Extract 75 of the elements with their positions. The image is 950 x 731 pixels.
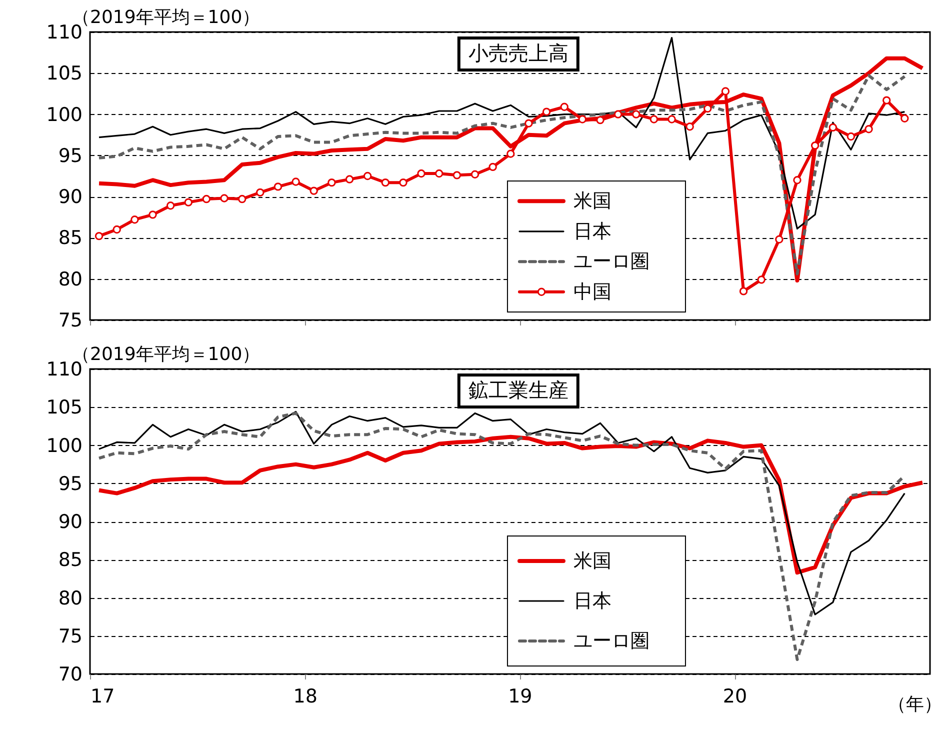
point: [94, 232, 104, 240]
point: [148, 210, 157, 219]
point: [632, 110, 640, 118]
text: 小売売上高: [468, 41, 568, 65]
legend-label: 米国: [573, 190, 612, 212]
y-tick-label: 80: [58, 268, 82, 290]
x-tick-label: 18: [293, 686, 318, 708]
point: [793, 176, 802, 184]
legend-label: ユーロ圏: [573, 630, 650, 652]
point: [112, 225, 121, 234]
text: 鉱工業生産: [468, 378, 568, 402]
y-tick-label: 100: [46, 434, 82, 457]
point: [399, 178, 408, 187]
point: [704, 104, 712, 113]
point: [274, 182, 282, 191]
point: [435, 169, 444, 178]
point: [166, 202, 175, 210]
y-tick-label: 100: [46, 104, 82, 126]
point: [739, 287, 748, 296]
y-tick-label: 95: [58, 472, 82, 495]
point: [184, 198, 192, 206]
point: [310, 186, 318, 195]
point: [828, 123, 837, 132]
point: [130, 216, 139, 224]
legend-label: ユーロ圏: [573, 250, 650, 273]
x-tick-label: 19: [508, 686, 532, 708]
y-tick-label: 85: [58, 549, 82, 572]
point: [596, 116, 604, 124]
point: [757, 276, 766, 284]
point: [345, 175, 354, 184]
y-tick-label: 105: [46, 62, 82, 85]
point: [614, 110, 622, 118]
point: [846, 132, 856, 141]
y-tick-label: 75: [58, 310, 82, 332]
point: [560, 102, 568, 111]
point: [328, 178, 336, 187]
point: [864, 125, 873, 134]
legend-label: 米国: [573, 550, 612, 572]
legend-label: 日本: [573, 590, 612, 612]
y-tick-label: 80: [58, 587, 82, 610]
y-tick-label: 85: [58, 227, 82, 250]
y-tick-label: 90: [58, 511, 82, 533]
point: [882, 96, 891, 104]
y-tick-label: 95: [58, 144, 82, 167]
x-tick-label: 20: [722, 686, 748, 708]
point: [488, 162, 497, 172]
y-tick-label: 70: [58, 664, 82, 686]
y-tick-label: 90: [58, 186, 82, 208]
point: [810, 141, 820, 150]
point: [650, 115, 658, 124]
point: [452, 171, 462, 180]
point: [202, 194, 211, 204]
point: [721, 87, 730, 96]
point: [470, 170, 480, 178]
point: [686, 122, 694, 131]
point: [292, 178, 300, 186]
x-axis-title: （年）: [888, 694, 942, 715]
point: [256, 188, 264, 197]
point: [668, 115, 676, 124]
y-tick-label: 105: [46, 396, 82, 419]
legend-label: 日本: [573, 220, 612, 242]
point: [381, 178, 390, 187]
point: [417, 169, 426, 178]
x-tick-label: 17: [90, 686, 115, 708]
point: [363, 172, 372, 180]
point: [542, 108, 551, 116]
point: [524, 119, 533, 128]
point: [220, 194, 228, 202]
point: [238, 194, 246, 204]
point: [506, 150, 515, 158]
point: [775, 235, 784, 244]
y-tick-label: 75: [58, 625, 82, 648]
legend-label: 中国: [573, 280, 612, 303]
point: [578, 115, 587, 124]
point: [900, 114, 909, 122]
